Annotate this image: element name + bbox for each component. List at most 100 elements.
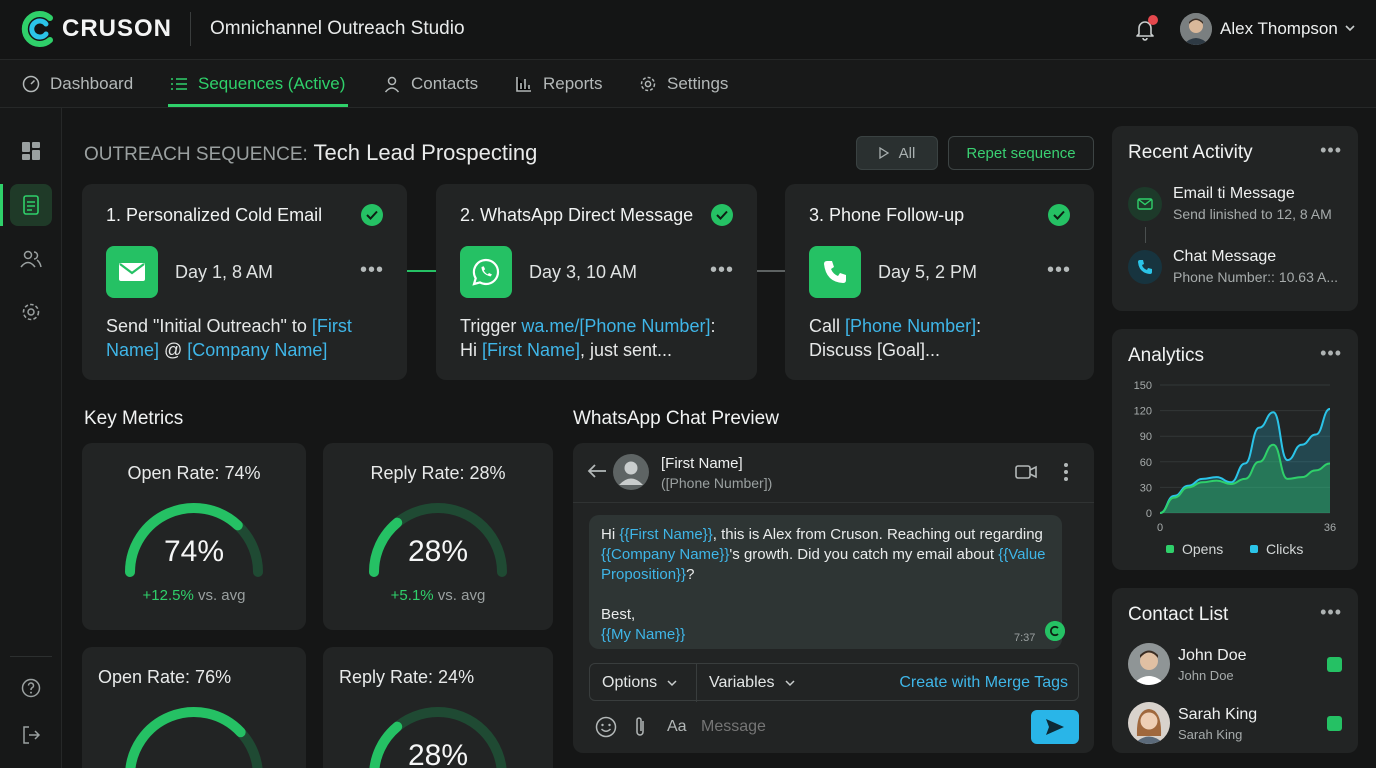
more-options-icon[interactable]: ••• (1047, 259, 1072, 281)
step-description: Trigger wa.me/[Phone Number]: Hi [First N… (460, 314, 760, 362)
tab-settings[interactable]: Settings (639, 60, 728, 108)
tab-reports[interactable]: Reports (515, 60, 603, 108)
step-time: Day 3, 10 AM (529, 262, 638, 282)
analytics-panel: Analytics ••• 0 30 60 90 120 150 0 36 Opens Cli… (1112, 329, 1358, 570)
options-dropdown[interactable]: Options (602, 664, 677, 702)
tab-label: Reports (543, 74, 603, 93)
metric-label: Open Rate: 74% (127, 463, 261, 483)
activity-title: Email ti Message (1173, 185, 1295, 202)
step-title: 2. WhatsApp Direct Message (460, 205, 694, 225)
whatsapp-icon (460, 246, 512, 298)
step-title: 3. Phone Follow-up (809, 205, 965, 225)
more-options-icon[interactable]: ••• (360, 259, 385, 281)
delivered-icon (1045, 621, 1065, 641)
format-text-button[interactable]: Aa (667, 718, 687, 735)
message-toolbar: Options Variables Create with Merge Tags (589, 663, 1079, 702)
emoji-icon[interactable] (595, 716, 617, 738)
more-options-icon[interactable]: ••• (710, 259, 735, 281)
legend-label: Opens (1182, 541, 1224, 557)
panel-title: Analytics (1128, 345, 1205, 366)
panel-title: Recent Activity (1128, 142, 1253, 163)
metric-value: 74% (163, 535, 225, 568)
bell-icon[interactable] (1132, 16, 1158, 42)
more-options-icon[interactable]: ••• (1320, 343, 1342, 363)
message-text: Best, (601, 606, 636, 623)
tab-label: Dashboard (50, 74, 134, 93)
back-arrow-icon[interactable] (587, 463, 607, 479)
text-part: : (976, 316, 982, 336)
sidebar-item-sequences[interactable] (10, 184, 52, 226)
tab-dashboard[interactable]: Dashboard (22, 60, 133, 108)
more-options-icon[interactable]: ••• (1320, 602, 1342, 622)
analytics-chart: 0 30 60 90 120 150 0 36 (1134, 380, 1336, 534)
merge-tag: {{Value Proposition}} (601, 546, 1046, 583)
run-all-button[interactable]: All (856, 136, 938, 170)
tab-sequences[interactable]: Sequences (Active) (170, 60, 345, 108)
series-line-clicks (1159, 407, 1331, 514)
contact-avatar[interactable] (1128, 702, 1170, 744)
variables-label: Variables (709, 674, 775, 691)
sequence-prefix: OUTREACH SEQUENCE: (84, 144, 308, 165)
kebab-menu-icon[interactable] (1063, 462, 1069, 482)
gauge-chart (125, 707, 263, 768)
merge-tag: [First Name] (482, 340, 581, 360)
brand-logo[interactable]: CRUSON (20, 10, 172, 48)
message-text: 's growth. Did you catch my email about (729, 546, 999, 563)
video-call-icon[interactable] (1015, 464, 1037, 480)
sidebar-item-help[interactable] (10, 667, 52, 709)
sidebar-item-dashboard[interactable] (10, 130, 52, 172)
tab-label: Sequences (Active) (198, 74, 346, 93)
mail-icon (106, 246, 158, 298)
activity-title: Chat Message (1173, 248, 1277, 265)
sidebar-item-logout[interactable] (10, 714, 52, 756)
options-label: Options (602, 674, 658, 691)
send-button[interactable] (1031, 710, 1079, 744)
metric-label: Reply Rate: 24% (339, 667, 475, 687)
step-card-whatsapp[interactable]: 2. WhatsApp Direct Message Day 3, 10 AM … (436, 184, 757, 380)
contact-name[interactable]: John Doe (1178, 647, 1247, 664)
step-connector (757, 270, 785, 272)
user-name[interactable]: Alex Thompson (1220, 19, 1338, 38)
step-card-email[interactable]: 1. Personalized Cold Email Day 1, 8 AM •… (82, 184, 407, 380)
sidebar (0, 108, 62, 768)
gauge-progress (125, 503, 243, 577)
avatar-john-icon (1128, 643, 1170, 685)
more-options-icon[interactable]: ••• (1320, 140, 1342, 160)
gear-icon (22, 303, 40, 321)
user-avatar[interactable] (1180, 13, 1212, 45)
y-tick-label: 120 (1134, 406, 1152, 418)
delta-text: vs. avg (433, 587, 486, 604)
contact-name[interactable]: Sarah King (1178, 706, 1258, 723)
sidebar-item-settings[interactable] (10, 291, 52, 333)
metric-label: Open Rate: 76% (98, 667, 232, 687)
step-card-phone[interactable]: 3. Phone Follow-up Day 5, 2 PM ••• Call … (785, 184, 1094, 380)
legend-clicks: Clicks (1250, 541, 1303, 557)
merge-tags-link[interactable]: Create with Merge Tags (899, 674, 1068, 691)
text-part: Discuss [Goal]... (809, 340, 941, 360)
tab-contacts[interactable]: Contacts (383, 60, 478, 108)
chevron-down-icon[interactable] (1344, 22, 1356, 34)
y-tick-label: 150 (1134, 380, 1152, 392)
legend-label: Clicks (1266, 541, 1304, 557)
contact-avatar[interactable] (1128, 643, 1170, 685)
attachment-icon[interactable] (633, 715, 647, 739)
message-input[interactable] (701, 715, 1021, 739)
gear-icon (640, 76, 656, 92)
variables-dropdown[interactable]: Variables (709, 664, 795, 702)
text-part: Hi (460, 340, 482, 360)
repeat-sequence-button[interactable]: Repet sequence (948, 136, 1094, 170)
run-all-label: All (898, 144, 916, 162)
metric-card: Open Rate: 76% (82, 647, 306, 768)
panel-title: Contact List (1128, 604, 1229, 625)
merge-tag: wa.me/[Phone Number] (521, 316, 711, 336)
message-text: Hi (601, 526, 620, 543)
logout-icon (23, 726, 41, 744)
metric-card: Reply Rate: 24% 28% (323, 647, 553, 768)
timeline-line (1145, 227, 1146, 243)
message-time: 7:37 (1014, 632, 1036, 644)
step-description: Call [Phone Number]: Discuss [Goal]... (809, 314, 1109, 362)
delta-text: vs. avg (193, 587, 246, 604)
metric-card: Reply Rate: 28% 28% +5.1% vs. avg (323, 443, 553, 630)
gauge-chart (369, 503, 507, 577)
sidebar-item-contacts[interactable] (10, 238, 52, 280)
